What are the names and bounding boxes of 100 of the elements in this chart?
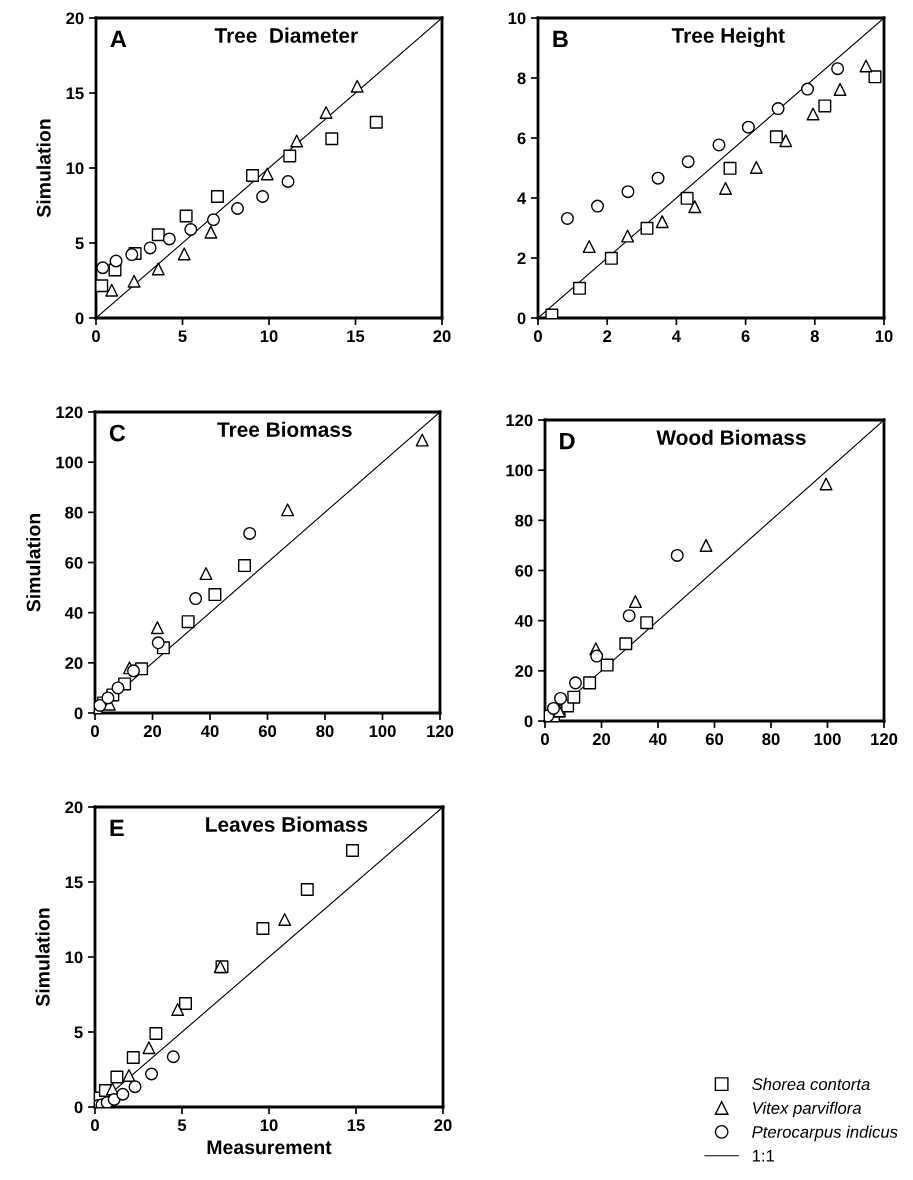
- point: [143, 241, 157, 255]
- x-tick-label: 6: [741, 330, 750, 343]
- y-tick-label: 10: [508, 12, 526, 25]
- point: [325, 132, 339, 146]
- y-tick-label: 5: [75, 237, 84, 250]
- point: [237, 559, 252, 573]
- x-tick-label: 100: [814, 733, 841, 746]
- point: [600, 658, 614, 672]
- y-tick-label: 10: [65, 951, 83, 964]
- annotation: C: [109, 424, 126, 442]
- point: [181, 615, 195, 629]
- point: [111, 681, 125, 695]
- point: [128, 1080, 142, 1094]
- x-tick-label: 40: [648, 733, 667, 746]
- point: [96, 261, 110, 275]
- point: [189, 592, 203, 606]
- y-tick-label: 100: [506, 464, 533, 477]
- x-tick-label: 0: [91, 725, 99, 738]
- point: [545, 308, 559, 318]
- point: [655, 215, 669, 229]
- legend-label: Shorea contorta: [752, 1077, 870, 1091]
- point: [350, 79, 364, 93]
- y-tick-label: 20: [65, 657, 83, 670]
- point: [621, 229, 635, 243]
- point: [415, 433, 429, 447]
- y-tick-label: 10: [66, 162, 84, 175]
- y-tick-label: 20: [66, 12, 84, 25]
- point: [719, 181, 733, 195]
- point: [126, 1050, 140, 1065]
- annotation: D: [560, 432, 575, 450]
- y-axis-title: Simulation: [36, 119, 51, 218]
- point: [151, 228, 165, 242]
- y-tick-label: 20: [65, 801, 83, 814]
- point: [573, 281, 587, 295]
- point: [101, 691, 115, 705]
- point: [819, 477, 833, 491]
- point: [818, 99, 832, 113]
- point: [150, 621, 164, 635]
- chart-title: Tree Biomass: [217, 421, 352, 437]
- point: [569, 676, 583, 690]
- point: [619, 637, 633, 651]
- point: [199, 567, 213, 581]
- x-tick-label: 8: [810, 330, 819, 343]
- y-tick-label: 40: [64, 607, 83, 619]
- point: [208, 588, 222, 602]
- x-tick-label: 20: [592, 733, 611, 746]
- legend-label: Vitex parviflora: [753, 1101, 862, 1118]
- point: [256, 189, 270, 204]
- point: [260, 167, 274, 181]
- point: [806, 107, 820, 121]
- y-tick-label: 120: [56, 406, 83, 419]
- point: [712, 138, 726, 152]
- point: [651, 171, 665, 185]
- point: [151, 636, 165, 650]
- y-axis-title: Simulation: [35, 908, 50, 1007]
- y-tick-label: 8: [517, 72, 526, 85]
- x-tick-label: 10: [260, 330, 278, 343]
- point: [801, 82, 815, 96]
- point: [122, 1068, 136, 1083]
- point: [771, 102, 785, 116]
- point: [105, 283, 119, 297]
- chart-title: Tree Height: [671, 27, 785, 48]
- x-tick-label: 4: [672, 330, 681, 342]
- point: [622, 609, 636, 623]
- point: [162, 232, 176, 246]
- annotation: E: [110, 819, 124, 837]
- point: [290, 134, 304, 148]
- chart-title: Wood Biomass: [656, 429, 806, 445]
- x-tick-label: 100: [369, 725, 396, 738]
- x-tick-label: 0: [91, 1119, 99, 1132]
- x-tick-label: 120: [427, 725, 454, 738]
- point: [604, 251, 618, 265]
- chart-title: Leaves Biomass: [206, 816, 368, 832]
- y-tick-label: 0: [75, 312, 84, 325]
- y-tick-label: 2: [517, 252, 526, 265]
- point: [246, 168, 260, 183]
- point: [319, 105, 333, 120]
- x-tick-label: 20: [143, 725, 162, 738]
- point: [640, 221, 654, 235]
- point: [178, 996, 192, 1011]
- point: [145, 1067, 159, 1081]
- x-tick-label: 40: [200, 725, 219, 738]
- point: [116, 1087, 130, 1101]
- point: [109, 254, 123, 268]
- x-tick-label: 5: [178, 330, 187, 343]
- x-tick-label: 10: [875, 330, 893, 343]
- point: [583, 676, 597, 690]
- y-tick-label: 120: [506, 414, 533, 427]
- y-tick-label: 80: [65, 506, 83, 519]
- point: [300, 882, 314, 897]
- x-tick-label: 60: [258, 725, 277, 738]
- point: [166, 1050, 180, 1064]
- point: [628, 595, 642, 609]
- point: [749, 160, 763, 174]
- y-tick-label: 80: [515, 514, 533, 527]
- point: [831, 62, 845, 76]
- point: [546, 701, 560, 715]
- y-tick-label: 4: [517, 192, 527, 205]
- annotation: A: [110, 30, 127, 48]
- x-tick-label: 80: [762, 733, 780, 746]
